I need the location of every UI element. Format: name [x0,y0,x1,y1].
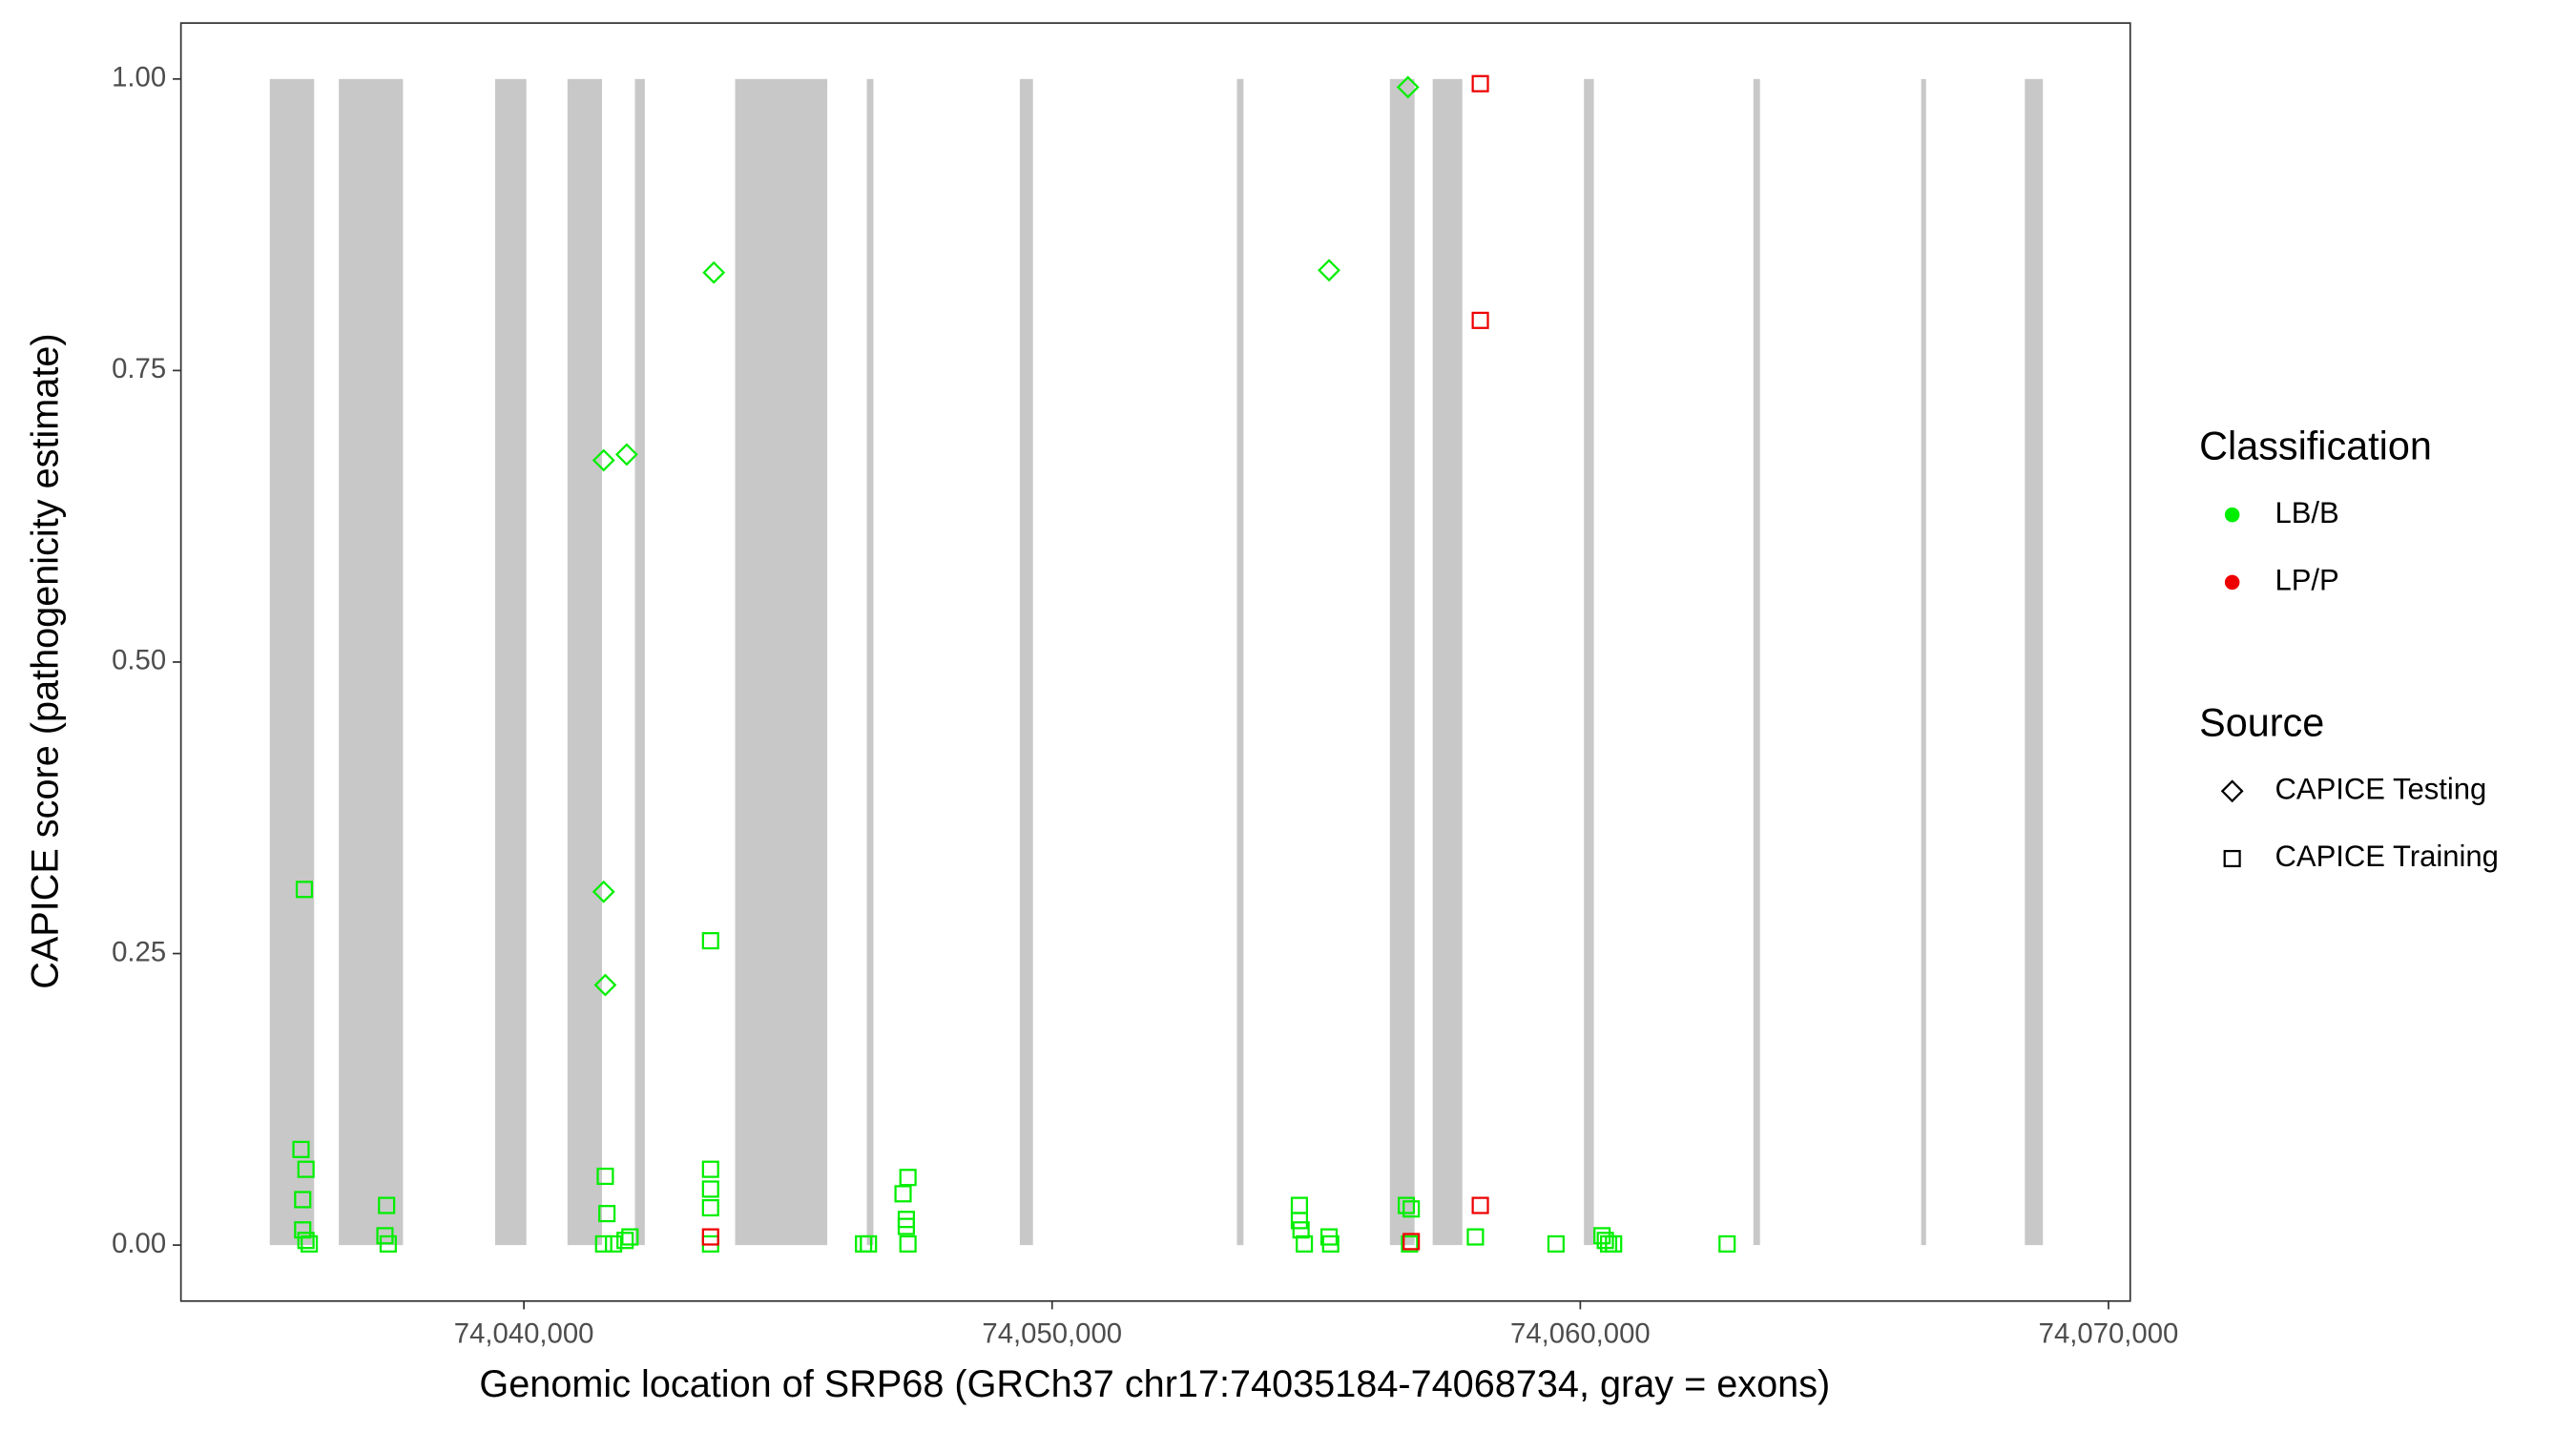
plot-border [179,22,2131,1302]
x-tick-label: 74,050,000 [982,1318,1122,1350]
exon [2025,78,2044,1246]
data-point [860,1234,878,1253]
data-point [1471,74,1489,93]
data-point [1401,1234,1419,1253]
y-tick-label: 0.75 [112,353,166,384]
data-point [379,1234,397,1253]
data-point [1321,1234,1340,1253]
exon [269,78,315,1246]
data-point [295,881,314,899]
data-point [1292,1221,1310,1239]
data-point [621,1228,639,1246]
data-point [301,1234,319,1253]
exon [1584,78,1594,1246]
legend-label: LP/P [2275,564,2338,597]
data-point [702,260,726,284]
data-point [378,1196,396,1214]
legend-title: Classification [2199,425,2432,468]
legend-swatch [2224,507,2240,523]
exon [1019,78,1033,1246]
exon [1389,78,1415,1246]
exon [1921,78,1926,1246]
data-point [1318,259,1340,282]
data-point [1466,1228,1485,1246]
data-point [701,1228,719,1246]
data-point [1547,1234,1565,1253]
data-point [1718,1234,1736,1253]
exon [339,78,404,1246]
y-tick-label: 0.00 [112,1228,166,1259]
data-point [701,932,719,950]
exon [1236,78,1244,1246]
data-point [1402,1233,1421,1251]
legend-label: CAPICE Testing [2275,773,2486,806]
data-point [701,1198,719,1217]
data-point [701,1160,719,1178]
exon [494,78,527,1246]
legend-label: CAPICE Training [2275,840,2498,873]
exon [634,78,645,1246]
y-axis-title: CAPICE score (pathogenicity estimate) [24,333,66,988]
data-point [897,1211,916,1229]
data-point [1290,1212,1309,1230]
exon [1753,78,1760,1246]
data-point [592,880,615,903]
data-point [1296,1234,1314,1253]
data-point [899,1169,917,1187]
data-point [1397,1196,1416,1214]
data-point [1605,1234,1623,1253]
data-point [701,1180,719,1198]
legend-swatch [2224,574,2240,591]
x-tick-label: 74,070,000 [2039,1318,2179,1350]
exon [866,78,874,1246]
data-point [294,1191,312,1209]
data-point [292,1140,310,1158]
data-point [894,1185,912,1203]
data-point [614,443,638,467]
data-point [297,1232,315,1250]
legend-swatch [2223,849,2241,868]
y-tick-label: 0.25 [112,936,166,967]
data-point [593,973,617,997]
x-axis-title: Genomic location of SRP68 (GRCh37 chr17:… [479,1363,1830,1405]
data-point [1290,1196,1309,1214]
data-point [297,1160,315,1178]
data-point [616,1232,634,1250]
data-point [605,1234,623,1253]
data-point [594,1234,613,1253]
legend-title: Source [2199,700,2324,744]
data-point [596,1167,614,1186]
y-tick-label: 1.00 [112,62,166,93]
exon [567,78,603,1246]
legend-swatch [2220,779,2244,803]
y-tick-label: 0.50 [112,645,166,676]
exon [1432,78,1463,1246]
data-point [598,1205,616,1223]
data-point [1471,1196,1489,1214]
data-point [592,448,615,472]
data-point [899,1234,917,1253]
legend-label: LB/B [2275,496,2338,529]
x-tick-label: 74,060,000 [1510,1318,1651,1350]
x-tick-label: 74,040,000 [454,1318,594,1350]
data-point [1396,75,1420,99]
exon [735,78,828,1246]
data-point [1471,311,1489,329]
data-point [1402,1200,1421,1218]
